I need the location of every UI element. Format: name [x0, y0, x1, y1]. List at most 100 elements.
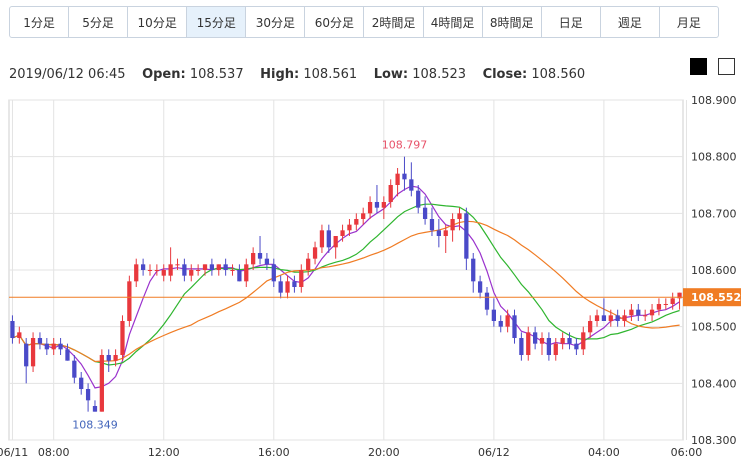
- candle-body: [182, 264, 187, 276]
- tab-timeframe-3[interactable]: 15分足: [186, 7, 246, 37]
- y-tick-label: 108.400: [691, 377, 737, 390]
- candle-body: [306, 258, 311, 270]
- x-tick-label: 04:00: [588, 446, 620, 459]
- low-label: Low:: [373, 67, 409, 82]
- candle-body: [17, 332, 22, 338]
- candle: [588, 315, 593, 338]
- tab-timeframe-1[interactable]: 5分足: [68, 7, 127, 37]
- candle: [326, 224, 331, 253]
- current-price-badge: [683, 288, 741, 307]
- candle-body: [643, 315, 648, 317]
- candle-body: [154, 270, 159, 271]
- candle-body: [189, 270, 194, 276]
- ma-long-line: [12, 220, 680, 363]
- candle: [354, 213, 359, 231]
- candle: [154, 264, 159, 276]
- candle: [175, 258, 180, 270]
- tab-timeframe-6[interactable]: 2時間足: [363, 7, 422, 37]
- tab-timeframe-8[interactable]: 8時間足: [481, 7, 541, 37]
- candle-body: [340, 230, 345, 236]
- y-tick-label: 108.700: [691, 207, 737, 220]
- candle: [574, 338, 579, 355]
- candle: [17, 326, 22, 344]
- candle: [422, 196, 428, 225]
- candle: [429, 207, 435, 236]
- candle: [79, 372, 84, 395]
- tab-timeframe-2[interactable]: 10分足: [127, 7, 186, 37]
- candle: [663, 298, 668, 310]
- candle: [409, 162, 414, 197]
- max-price-label: 108.797: [382, 139, 428, 152]
- candle: [622, 309, 627, 327]
- candle: [147, 264, 153, 276]
- candle-body: [677, 292, 682, 299]
- candle-body: [422, 207, 428, 219]
- tab-timeframe-5[interactable]: 60分足: [304, 7, 363, 37]
- tab-timeframe-9[interactable]: 日足: [540, 7, 600, 37]
- candle-body: [106, 355, 111, 361]
- candle-body: [79, 377, 84, 389]
- candle: [505, 309, 510, 333]
- candle: [51, 338, 56, 355]
- candle: [30, 332, 36, 372]
- candle: [209, 258, 215, 276]
- candle-body: [526, 332, 531, 355]
- tab-timeframe-0[interactable]: 1分足: [23, 15, 55, 30]
- tab-timeframe-10[interactable]: 週足: [599, 7, 659, 37]
- ohlc-datetime: 2019/06/12 06:45: [9, 67, 126, 82]
- candle: [374, 185, 380, 214]
- candle-body: [533, 332, 538, 344]
- candle: [594, 309, 600, 327]
- candle-body: [670, 298, 675, 304]
- black-theme-button[interactable]: [690, 58, 707, 75]
- candle: [553, 338, 558, 361]
- candle-body: [278, 281, 283, 293]
- candle-body: [127, 281, 132, 321]
- candle: [477, 275, 483, 299]
- candle-body: [498, 321, 503, 327]
- candle: [202, 264, 208, 276]
- candle-body: [615, 315, 620, 321]
- x-tick-label: 20:00: [368, 446, 400, 459]
- candle: [567, 332, 572, 350]
- candle-body: [553, 343, 558, 355]
- candle-body: [44, 343, 49, 350]
- candle: [347, 219, 352, 236]
- low-value: 108.523: [412, 67, 467, 82]
- ma-mid-line: [12, 203, 680, 366]
- candle-body: [223, 264, 228, 270]
- candle-body: [471, 258, 476, 282]
- candle-body: [24, 343, 29, 367]
- candle: [319, 224, 325, 253]
- candle-body: [539, 338, 545, 344]
- candle: [106, 349, 111, 372]
- tab-timeframe-4[interactable]: 30分足: [245, 7, 304, 37]
- candle: [471, 253, 476, 293]
- timeframe-tabs: 1分足 5分足 10分足 15分足 30分足 60分足 2時間足 4時間足 8時間足 日足 週足 月足: [9, 6, 719, 38]
- candle-body: [409, 179, 414, 191]
- candle-body: [244, 264, 249, 282]
- candle: [271, 258, 276, 287]
- candle-body: [457, 213, 462, 219]
- candle: [306, 253, 311, 276]
- tab-timeframe-7[interactable]: 4時間足: [422, 7, 482, 37]
- candle: [264, 253, 270, 270]
- candle: [196, 264, 201, 276]
- candle: [601, 298, 607, 321]
- candle-body: [567, 338, 572, 344]
- candle-body: [636, 309, 641, 316]
- candle-body: [381, 202, 386, 208]
- candle-body: [429, 219, 435, 231]
- candle: [99, 349, 104, 412]
- candle: [450, 213, 455, 242]
- tab-timeframe-11[interactable]: 月足: [658, 7, 718, 37]
- candle: [58, 338, 63, 355]
- candle: [526, 326, 531, 361]
- white-theme-button[interactable]: [718, 58, 735, 75]
- candle-body: [299, 270, 304, 287]
- candle-body: [588, 321, 593, 333]
- candle-body: [505, 315, 510, 327]
- candle: [381, 196, 386, 219]
- candle-body: [629, 309, 634, 316]
- candle-body: [519, 338, 524, 355]
